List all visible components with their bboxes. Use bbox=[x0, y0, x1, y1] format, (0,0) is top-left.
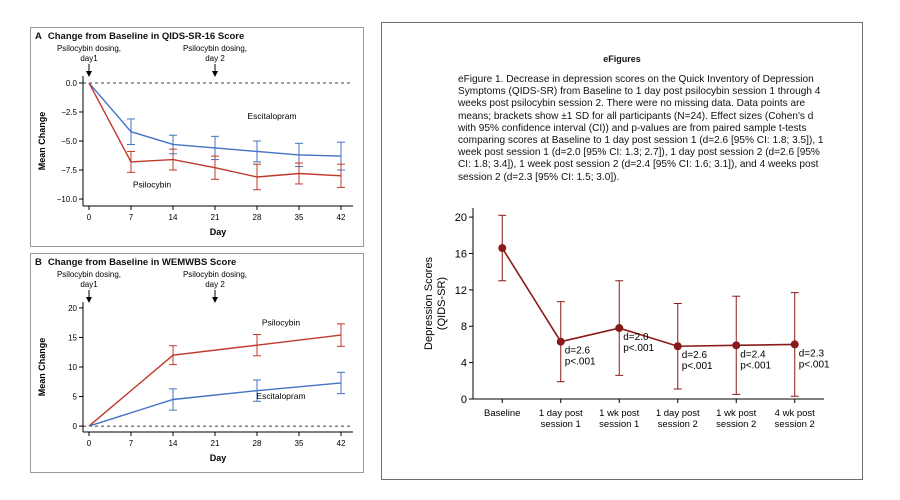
wemwbs-y-tick-label: 15 bbox=[68, 333, 77, 342]
qids-series-label: Escitalopram bbox=[247, 111, 296, 121]
wemwbs-dosing-arrow-head bbox=[86, 297, 92, 303]
panel-a-title-text: Change from Baseline in QIDS-SR-16 Score bbox=[47, 31, 245, 42]
dep-x-tick-label: 4 wk post bbox=[775, 408, 815, 419]
qids-y-tick-label: 0.0 bbox=[66, 79, 78, 88]
wemwbs-series-line bbox=[88, 334, 342, 427]
dep-x-tick-label: session 2 bbox=[775, 419, 815, 430]
dep-effect-size-label: p<.001 bbox=[740, 360, 771, 371]
dep-y-tick-label: 12 bbox=[455, 285, 467, 297]
qids-x-tick-label: 21 bbox=[211, 213, 220, 222]
dep-y-axis-title: (QIDS-SR) bbox=[436, 277, 448, 330]
qids-y-tick-label: −2.5 bbox=[61, 108, 77, 117]
qids-dosing-annotation: day1 bbox=[80, 54, 98, 63]
qids-x-tick-label: 42 bbox=[337, 213, 346, 222]
wemwbs-dosing-annotation: Psilocybin dosing, bbox=[183, 270, 247, 279]
wemwbs-dosing-annotation: Psilocybin dosing, bbox=[57, 270, 121, 279]
dep-series-line bbox=[501, 247, 795, 348]
wemwbs-dosing-annotation: day 2 bbox=[205, 280, 225, 289]
panel-b-title: B Change from Baseline in WEMWBS Score bbox=[35, 257, 236, 268]
panel-c-efigure: eFigures eFigure 1. Decrease in depressi… bbox=[381, 22, 863, 480]
dep-effect-size-label: d=2.4 bbox=[740, 349, 766, 360]
qids-dosing-annotation: day 2 bbox=[205, 54, 225, 63]
qids-dosing-annotation: Psilocybin dosing, bbox=[183, 44, 247, 53]
wemwbs-dosing-annotation: day1 bbox=[80, 280, 98, 289]
qids-x-axis-title: Day bbox=[210, 227, 227, 237]
dep-x-tick-label: 1 day post bbox=[656, 408, 700, 419]
qids-y-tick-label: −5.0 bbox=[61, 137, 77, 146]
wemwbs-x-tick-label: 42 bbox=[337, 439, 346, 448]
qids-series-label: Psilocybin bbox=[133, 179, 172, 189]
dep-effect-size-label: d=2.6 bbox=[565, 346, 591, 357]
wemwbs-x-tick-label: 0 bbox=[87, 439, 92, 448]
dep-x-tick-label: 1 wk post bbox=[716, 408, 756, 419]
wemwbs-y-tick-label: 0 bbox=[73, 422, 78, 431]
dep-x-tick-label: 1 day post bbox=[539, 408, 583, 419]
panel-b-letter: B bbox=[35, 257, 42, 268]
qids-y-axis-title: Mean Change bbox=[37, 112, 47, 171]
panel-a-title: A Change from Baseline in QIDS-SR-16 Scor… bbox=[35, 31, 244, 42]
dep-x-tick-label: session 1 bbox=[541, 419, 581, 430]
qids-x-tick-label: 28 bbox=[253, 213, 262, 222]
wemwbs-dosing-arrow-head bbox=[212, 297, 218, 303]
dep-x-tick-label: 1 wk post bbox=[599, 408, 639, 419]
wemwbs-x-tick-label: 35 bbox=[295, 439, 304, 448]
efigure-caption: eFigure 1. Decrease in depression scores… bbox=[458, 74, 824, 183]
dep-x-tick-label: Baseline bbox=[484, 408, 520, 419]
qids-dosing-annotation: Psilocybin dosing, bbox=[57, 44, 121, 53]
qids-chart-svg: 0.0 −2.5 −5.0 −7.5 −10.0 0 7 14 21 28 35 42 Day Mean … bbox=[37, 44, 353, 237]
panel-a-qids-chart: A Change from Baseline in QIDS-SR-16 Scor… bbox=[30, 27, 364, 247]
qids-dosing-arrow-head bbox=[86, 71, 92, 77]
dep-effect-size-label: p<.001 bbox=[623, 343, 654, 354]
dep-y-tick-label: 0 bbox=[461, 394, 467, 406]
panel-b-wemwbs-chart: B Change from Baseline in WEMWBS Score 0 5… bbox=[30, 253, 364, 473]
wemwbs-y-axis-title: Mean Change bbox=[37, 338, 47, 397]
panel-a-letter: A bbox=[35, 31, 42, 42]
dep-data-point bbox=[732, 341, 741, 350]
panel-b-title-text: Change from Baseline in WEMWBS Score bbox=[47, 257, 237, 268]
dep-x-tick-label: session 2 bbox=[658, 419, 698, 430]
wemwbs-x-tick-label: 7 bbox=[129, 439, 134, 448]
wemwbs-x-axis-title: Day bbox=[210, 453, 227, 463]
wemwbs-series-label: Escitalopram bbox=[256, 391, 305, 401]
dep-effect-size-label: p<.001 bbox=[682, 361, 713, 372]
dep-data-point bbox=[673, 342, 682, 351]
dep-y-axis-title: Depression Scores bbox=[423, 257, 435, 350]
wemwbs-y-tick-label: 20 bbox=[68, 304, 77, 313]
qids-y-tick-label: −7.5 bbox=[61, 166, 77, 175]
dep-data-point bbox=[790, 340, 799, 349]
dep-effect-size-label: d=2.3 bbox=[799, 348, 825, 359]
efigures-header: eFigures bbox=[603, 54, 641, 64]
wemwbs-x-tick-label: 28 bbox=[253, 439, 262, 448]
wemwbs-chart-svg: 0 5 10 15 20 0 7 14 21 28 35 42 Day Mean Change Psiloc… bbox=[37, 270, 353, 463]
wemwbs-series-label: Psilocybin bbox=[262, 318, 301, 328]
dep-y-tick-label: 4 bbox=[461, 358, 467, 370]
wemwbs-y-tick-label: 10 bbox=[68, 363, 77, 372]
depression-chart-svg: 0 4 8 12 16 20 Depression Scores (QIDS-SR) Basel… bbox=[423, 208, 830, 430]
wemwbs-x-tick-label: 14 bbox=[169, 439, 178, 448]
dep-effect-size-label: p<.001 bbox=[565, 357, 596, 368]
dep-effect-size-label: d=2.0 bbox=[623, 332, 649, 343]
qids-dosing-arrow-head bbox=[212, 71, 218, 77]
dep-y-tick-label: 8 bbox=[461, 321, 467, 333]
dep-effect-size-label: d=2.6 bbox=[682, 350, 708, 361]
qids-x-tick-label: 35 bbox=[295, 213, 304, 222]
qids-x-tick-label: 14 bbox=[169, 213, 178, 222]
qids-y-tick-label: −10.0 bbox=[57, 195, 78, 204]
qids-x-tick-label: 7 bbox=[129, 213, 134, 222]
wemwbs-x-tick-label: 21 bbox=[211, 439, 220, 448]
wemwbs-y-tick-label: 5 bbox=[73, 393, 78, 402]
dep-x-tick-label: session 1 bbox=[599, 419, 639, 430]
dep-y-tick-label: 20 bbox=[455, 212, 467, 224]
dep-data-point bbox=[556, 337, 565, 346]
wemwbs-series-line bbox=[88, 382, 342, 427]
dep-data-point bbox=[498, 244, 507, 253]
dep-data-point bbox=[615, 324, 624, 333]
dep-y-tick-label: 16 bbox=[455, 248, 467, 260]
qids-x-tick-label: 0 bbox=[87, 213, 92, 222]
dep-effect-size-label: p<.001 bbox=[799, 359, 830, 370]
dep-x-tick-label: session 2 bbox=[716, 419, 756, 430]
